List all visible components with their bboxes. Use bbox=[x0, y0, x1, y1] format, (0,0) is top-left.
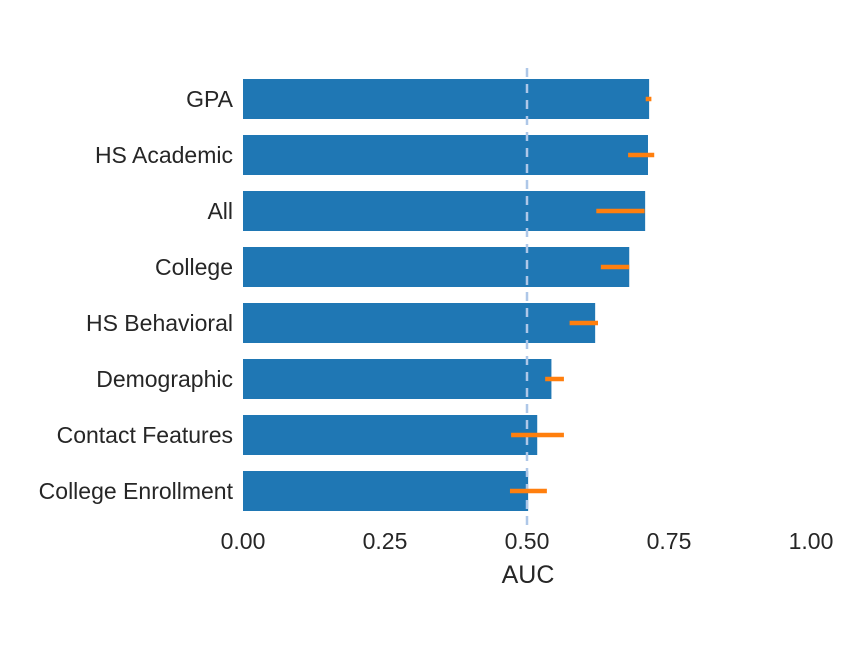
category-label-all: All bbox=[207, 198, 233, 224]
bar-college-enrollment bbox=[243, 471, 529, 511]
x-axis-title: AUC bbox=[502, 561, 555, 589]
x-tick-label-0-25: 0.25 bbox=[363, 528, 408, 554]
x-tick-labels-layer: 0.00 0.25 0.50 0.75 1.00 bbox=[221, 528, 834, 554]
category-label-hs-academic: HS Academic bbox=[95, 142, 233, 168]
bar-hs-academic bbox=[243, 135, 648, 175]
bar-college bbox=[243, 247, 630, 287]
bar-gpa bbox=[243, 79, 650, 119]
category-labels-layer: GPA HS Academic All College HS Behavioral Dem… bbox=[39, 86, 234, 504]
category-label-hs-behavioral: HS Behavioral bbox=[86, 310, 233, 336]
bar-all bbox=[243, 191, 646, 231]
error-bars-layer bbox=[509, 96, 655, 494]
bar-demographic bbox=[243, 359, 552, 399]
x-tick-label-0-00: 0.00 bbox=[221, 528, 266, 554]
category-label-college: College bbox=[155, 254, 233, 280]
x-tick-label-1-00: 1.00 bbox=[789, 528, 834, 554]
x-tick-label-0-75: 0.75 bbox=[647, 528, 692, 554]
category-label-gpa: GPA bbox=[186, 86, 234, 112]
category-label-contact-features: Contact Features bbox=[57, 422, 233, 448]
category-label-college-enrollment: College Enrollment bbox=[39, 478, 234, 504]
bar-contact-features bbox=[243, 415, 538, 455]
bar-hs-behavioral bbox=[243, 303, 596, 343]
bars-layer bbox=[243, 79, 650, 511]
category-label-demographic: Demographic bbox=[96, 366, 233, 392]
x-tick-label-0-50: 0.50 bbox=[505, 528, 550, 554]
